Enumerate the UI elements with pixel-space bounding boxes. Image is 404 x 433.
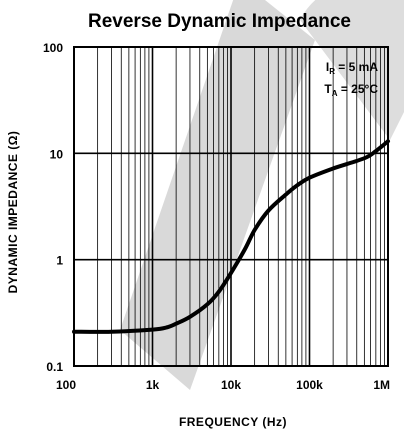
y-tick-label: 1 — [56, 254, 63, 268]
plot-frame — [73, 46, 389, 367]
y-axis-label: DYNAMIC IMPEDANCE (Ω) — [6, 131, 20, 294]
watermark-shape-2 — [300, 0, 404, 140]
annotation-temperature: TA = 25°C — [324, 82, 378, 98]
x-tick-label: 1k — [146, 378, 160, 392]
annotations: IR = 5 mA TA = 25°C — [324, 60, 378, 98]
x-axis-label: FREQUENCY (Hz) — [179, 415, 287, 429]
watermark-shape — [120, 0, 315, 390]
chart-title: Reverse Dynamic Impedance — [88, 11, 351, 32]
y-tick-label: 10 — [50, 147, 64, 161]
x-tick-label: 100k — [296, 378, 323, 392]
annotation-current: IR = 5 mA — [326, 60, 378, 76]
y-tick-label: 100 — [43, 41, 63, 55]
y-tick-label: 0.1 — [46, 360, 63, 374]
watermark — [120, 0, 404, 390]
grid — [74, 47, 388, 366]
x-tick-label: 100 — [56, 378, 76, 392]
series-line — [72, 139, 390, 334]
x-tick-label: 10k — [221, 378, 241, 392]
x-tick-labels: 100 1k 10k 100k 1M — [56, 378, 390, 392]
x-tick-label: 1M — [373, 378, 390, 392]
y-tick-labels: 0.1 1 10 100 — [43, 41, 63, 374]
